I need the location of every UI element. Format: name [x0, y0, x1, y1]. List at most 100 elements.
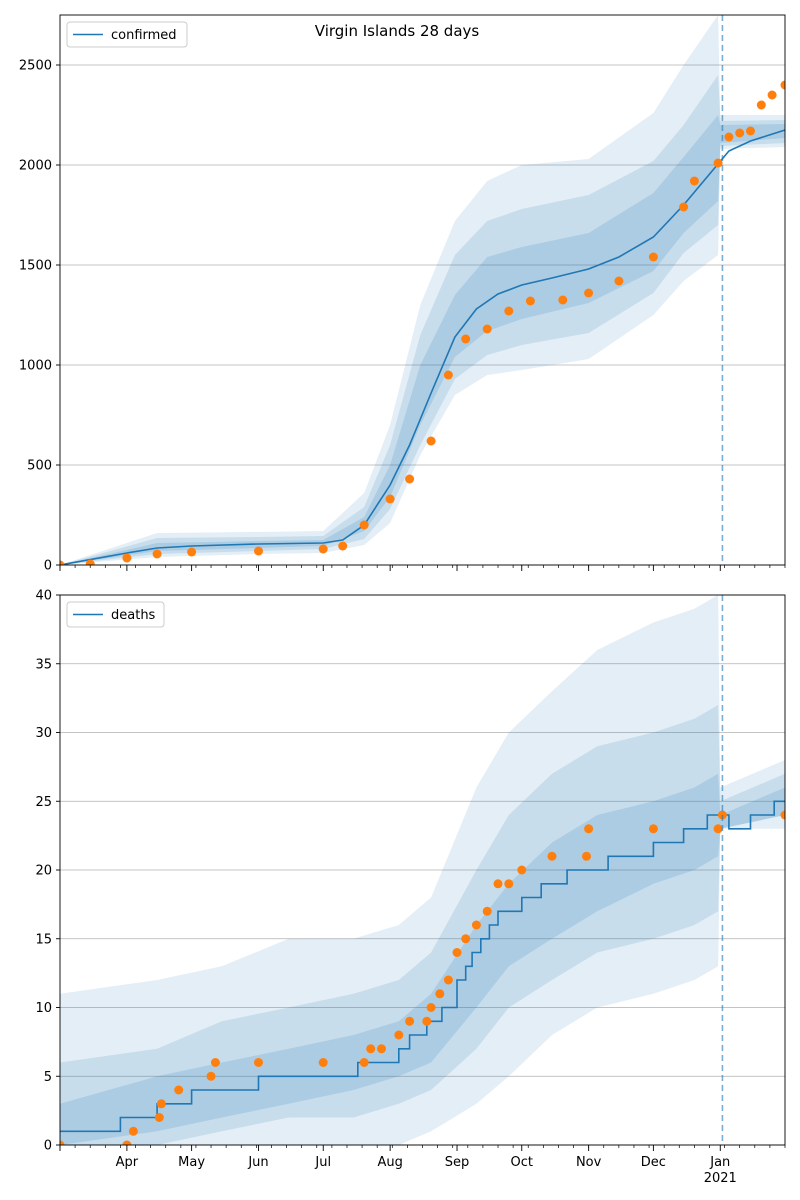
y-tick-label: 30 [35, 726, 52, 741]
observed-point [517, 865, 527, 875]
x-year-label: 2021 [704, 1171, 737, 1186]
uncertainty-band [60, 773, 785, 1145]
observed-point [366, 1044, 376, 1054]
plot-area [60, 595, 785, 1145]
observed-point [85, 559, 95, 565]
legend: deaths [66, 601, 165, 628]
observed-point [318, 1058, 328, 1067]
observed-point [385, 494, 395, 504]
y-tick-label: 2500 [19, 59, 52, 74]
observed-point [405, 1016, 415, 1026]
y-tick-label: 20 [35, 864, 52, 879]
x-tick-label: May [178, 1155, 205, 1170]
observed-point [254, 546, 263, 556]
observed-point [689, 176, 699, 186]
observed-point [724, 132, 734, 142]
uncertainty-band [60, 705, 785, 1145]
observed-point [426, 436, 436, 446]
observed-point [60, 560, 65, 565]
observed-point [318, 544, 328, 554]
plot-area [60, 15, 785, 565]
y-tick-label: 40 [35, 589, 52, 604]
observed-point [648, 252, 658, 262]
observed-point [359, 520, 369, 530]
uncertainty-band [60, 15, 785, 565]
chart-title: Virgin Islands 28 days [315, 22, 480, 40]
observed-point [767, 90, 777, 100]
observed-point [426, 1003, 436, 1012]
observed-point [584, 824, 594, 834]
observed-point [780, 810, 785, 820]
observed-point [122, 1140, 132, 1145]
observed-point [713, 158, 723, 168]
observed-point [206, 1071, 216, 1081]
y-tick-label: 0 [44, 559, 52, 574]
observed-point [128, 1126, 138, 1136]
observed-point [780, 80, 785, 90]
observed-point [210, 1058, 220, 1067]
observed-point [471, 920, 481, 930]
observed-point [648, 824, 658, 834]
legend-label: confirmed [111, 28, 177, 43]
observed-point [60, 1140, 65, 1145]
observed-point [405, 474, 415, 484]
observed-point [614, 276, 624, 286]
observed-point [582, 851, 591, 861]
observed-point [504, 879, 514, 889]
y-tick-label: 500 [27, 459, 52, 474]
y-tick-label: 2000 [19, 159, 52, 174]
series-line-confirmed [60, 129, 785, 565]
observed-point [156, 1099, 166, 1109]
observed-point [547, 851, 557, 861]
observed-point [504, 306, 514, 316]
observed-point [174, 1085, 184, 1095]
series-line-deaths [60, 800, 785, 1133]
legend-box [66, 601, 165, 628]
observed-point [679, 202, 689, 212]
x-tick-label: Jul [314, 1155, 331, 1170]
observed-point [452, 948, 462, 957]
x-tick-label: Nov [576, 1155, 602, 1170]
observed-point [377, 1044, 386, 1054]
observed-point [443, 975, 453, 985]
observed-point [422, 1016, 432, 1026]
observed-point [713, 824, 723, 834]
observed-point [525, 296, 535, 306]
observed-point [461, 934, 471, 944]
observed-point [746, 126, 755, 136]
observed-point [493, 879, 503, 889]
observed-point [152, 549, 162, 559]
x-tick-label: Apr [116, 1155, 139, 1170]
y-tick-label: 15 [35, 932, 52, 947]
observed-point [482, 324, 492, 334]
observed-point [254, 1058, 263, 1067]
y-tick-label: 35 [35, 657, 52, 672]
y-tick-label: 5 [44, 1070, 52, 1085]
confirmed-panel: 0 500 1000 1500 2000 2500 confirmed Virgin Isla… [19, 14, 786, 574]
observed-point [756, 100, 766, 110]
uncertainty-band [60, 75, 785, 565]
observed-point [735, 128, 745, 138]
y-tick-label: 0 [44, 1139, 52, 1154]
deaths-panel: 0 5 10 15 20 25 30 35 40 deaths Apr May Jun Jul Aug Sep… [35, 589, 786, 1186]
observed-point [443, 370, 453, 380]
observed-point [187, 547, 197, 557]
uncertainty-band [60, 595, 785, 1145]
y-tick-label: 10 [35, 1001, 52, 1016]
legend-box [66, 21, 188, 48]
legend: confirmed [66, 21, 188, 48]
observed-point [584, 288, 594, 298]
x-tick-label: Oct [511, 1155, 533, 1170]
observed-point [359, 1058, 369, 1067]
y-tick-label: 1500 [19, 259, 52, 274]
observed-point [154, 1113, 164, 1122]
y-tick-label: 25 [35, 795, 52, 810]
observed-point [338, 541, 348, 551]
observed-point [482, 906, 492, 916]
x-tick-label: Aug [377, 1155, 402, 1170]
x-tick-label: Jan [709, 1155, 730, 1170]
observed-point [558, 295, 568, 305]
uncertainty-band [60, 115, 785, 565]
